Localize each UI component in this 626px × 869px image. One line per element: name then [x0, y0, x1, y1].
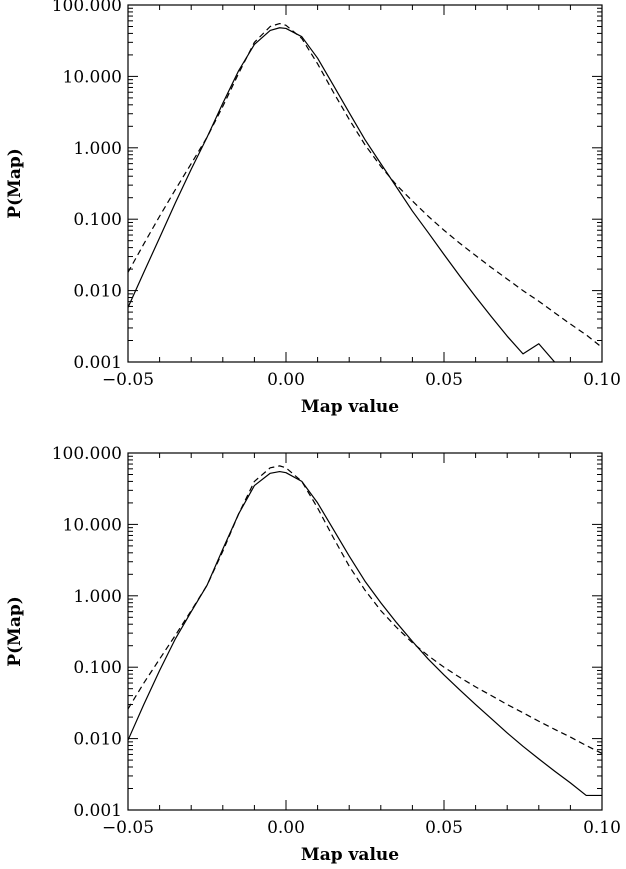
- x-axis-label: Map value: [301, 845, 399, 865]
- y-tick-label: 1.000: [73, 587, 122, 607]
- x-tick-label: −0.05: [102, 818, 154, 838]
- plot-frame: [127, 4, 603, 363]
- x-tick-label: 0.10: [583, 370, 621, 390]
- y-tick-label: 0.100: [73, 210, 122, 230]
- series-line-solid: [128, 27, 556, 362]
- y-axis-label: P(Map): [5, 148, 25, 219]
- y-tick-label: 100.000: [52, 444, 122, 464]
- y-axis-label: P(Map): [5, 596, 25, 667]
- x-axis-label: Map value: [301, 397, 399, 417]
- x-tick-label: 0.00: [267, 818, 305, 838]
- y-tick-label: 10.000: [63, 67, 122, 87]
- series-line-solid: [128, 470, 602, 797]
- y-tick-label: 0.010: [73, 282, 122, 302]
- x-tick-label: 0.10: [583, 818, 621, 838]
- x-tick-label: 0.05: [425, 818, 463, 838]
- y-tick-label: 0.001: [73, 353, 122, 373]
- series-line-dashed: [128, 465, 602, 754]
- plot-frame: [127, 452, 603, 811]
- x-tick-label: −0.05: [102, 370, 154, 390]
- x-tick-label: 0.00: [267, 370, 305, 390]
- y-tick-label: 0.010: [73, 730, 122, 750]
- chart-panel-1: −0.05 0.00 0.05 0.10 0.001 0.010 0.100 1.000 10.…: [5, 0, 621, 417]
- y-tick-label: 0.001: [73, 801, 122, 821]
- series-line-dashed: [128, 22, 602, 348]
- y-tick-label: 0.100: [73, 658, 122, 678]
- y-tick-label: 100.000: [52, 0, 122, 16]
- y-tick-label: 1.000: [73, 139, 122, 159]
- x-tick-label: 0.05: [425, 370, 463, 390]
- chart-panel-2: −0.05 0.00 0.05 0.10 0.001 0.010 0.100 1.000 10.…: [5, 444, 621, 865]
- y-tick-label: 10.000: [63, 515, 122, 535]
